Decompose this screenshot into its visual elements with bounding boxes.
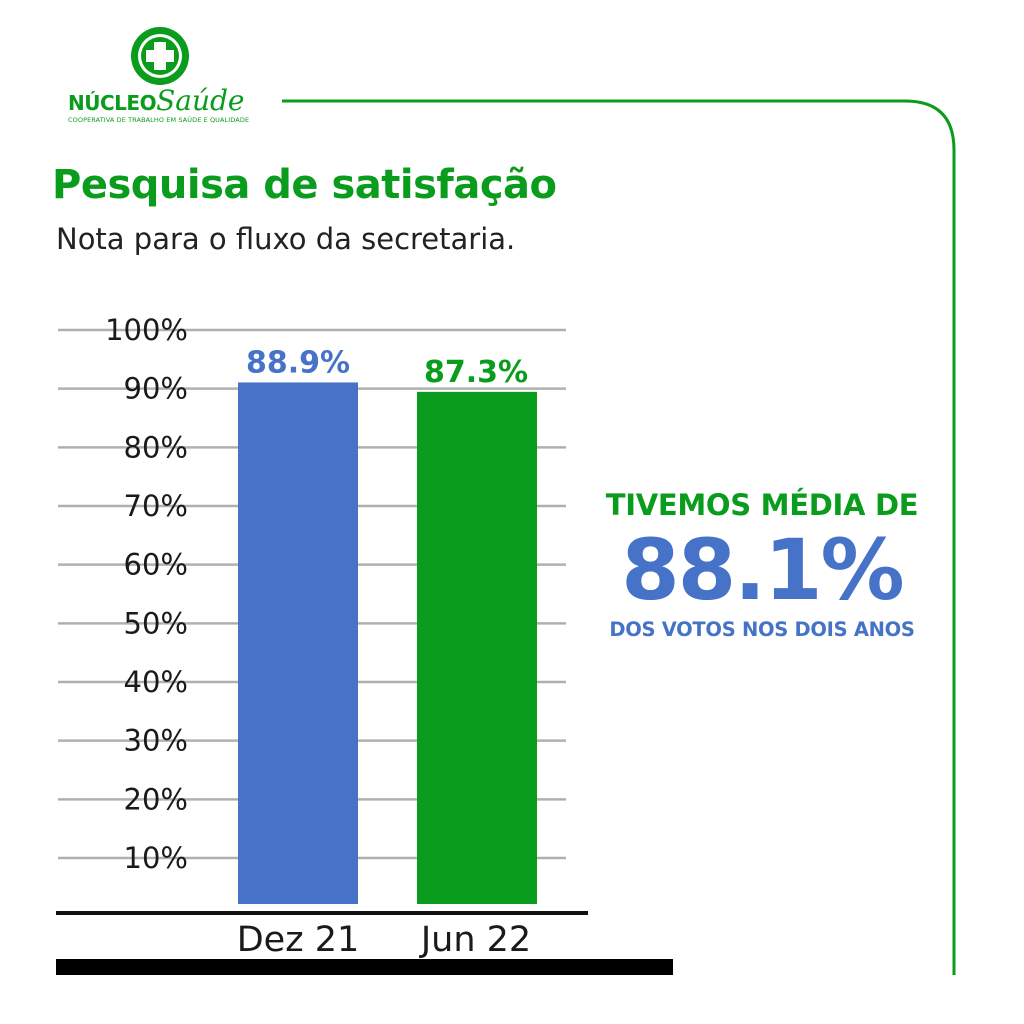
bar [238, 382, 358, 904]
brand-name: NÚCLEOSaúde [68, 84, 244, 117]
callout-top-text: TIVEMOS MÉDIA DE [605, 488, 919, 522]
y-tick-label: 30% [124, 724, 188, 758]
callout-bottom-text: DOS VOTOS NOS DOIS ANOS [609, 618, 915, 641]
y-tick-label: 80% [124, 430, 188, 464]
page-title: Pesquisa de satisfação [52, 162, 557, 208]
medical-cross-icon [131, 27, 189, 85]
y-tick-label: 100% [105, 313, 188, 347]
bar-value-label: 87.3% [424, 355, 528, 390]
y-tick-label: 10% [124, 841, 188, 875]
bottom-bar [56, 959, 673, 975]
brand-name-part1: NÚCLEO [68, 91, 157, 115]
y-tick-label: 60% [124, 548, 188, 582]
y-tick-label: 20% [124, 782, 188, 816]
callout-average-value: 88.1% [621, 521, 904, 619]
x-category-label: Jun 22 [419, 920, 531, 960]
bar [417, 391, 537, 905]
y-tick-label: 70% [124, 489, 188, 523]
y-tick-label: 90% [124, 372, 188, 406]
y-tick-label: 40% [124, 665, 188, 699]
brand-logo-icon [131, 27, 189, 85]
x-category-label: Dez 21 [237, 920, 360, 960]
average-callout: TIVEMOS MÉDIA DE 88.1% DOS VOTOS NOS DOI… [572, 488, 952, 641]
bar-value-label: 88.9% [246, 345, 350, 380]
brand-name-part2: Saúde [156, 84, 245, 117]
page-subtitle: Nota para o fluxo da secretaria. [56, 222, 516, 256]
y-tick-label: 50% [124, 606, 188, 640]
brand-tagline: COOPERATIVA DE TRABALHO EM SAÚDE E QUALI… [68, 116, 250, 124]
